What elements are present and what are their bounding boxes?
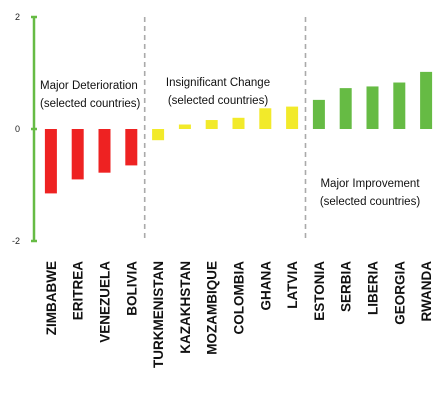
bar-venezuela — [98, 129, 111, 173]
bar-turkmenistan — [152, 129, 165, 141]
group-label-title: Insignificant Change — [166, 77, 270, 89]
y-tick-label: 0 — [15, 124, 20, 134]
bar-mozambique — [205, 120, 218, 129]
group-label-title: Major Improvement — [320, 178, 420, 190]
category-label: COLOMBIA — [232, 261, 247, 335]
bar-eritrea — [71, 129, 84, 180]
group-label-subtitle: (selected countries) — [320, 196, 421, 208]
category-label: SERBIA — [339, 261, 354, 312]
category-label: BOLIVIA — [124, 261, 139, 316]
category-label: ERITREA — [71, 261, 86, 321]
y-tick-label: -2 — [12, 236, 20, 246]
bar-georgia — [393, 82, 406, 129]
bar-ghana — [259, 108, 272, 129]
bar-kazakhstan — [178, 124, 191, 129]
bar-rwanda — [420, 71, 433, 129]
category-label: ESTONIA — [312, 261, 327, 321]
group-label-subtitle: (selected countries) — [40, 98, 141, 110]
category-label: ZIMBABWE — [44, 261, 59, 335]
category-label: TURKMENISTAN — [151, 261, 166, 368]
bar-latvia — [286, 106, 299, 129]
category-label: LIBERIA — [366, 261, 381, 315]
category-label: RWANDA — [419, 261, 434, 322]
category-label: MOZAMBIQUE — [205, 261, 220, 355]
bar-liberia — [366, 86, 379, 129]
category-label: GEORGIA — [392, 261, 407, 325]
bar-serbia — [339, 88, 352, 129]
bar-zimbabwe — [44, 129, 57, 194]
y-tick-label: 2 — [15, 12, 20, 22]
bar-bolivia — [125, 129, 138, 166]
group-label-title: Major Deterioration — [40, 80, 138, 92]
bar-estonia — [312, 99, 325, 129]
group-label-subtitle: (selected countries) — [168, 95, 269, 107]
category-label: GHANA — [258, 261, 273, 311]
category-label: LATVIA — [285, 261, 300, 309]
category-label: VENEZUELA — [98, 261, 113, 343]
bar-colombia — [232, 117, 245, 129]
category-label: KAZAKHSTAN — [178, 261, 193, 354]
